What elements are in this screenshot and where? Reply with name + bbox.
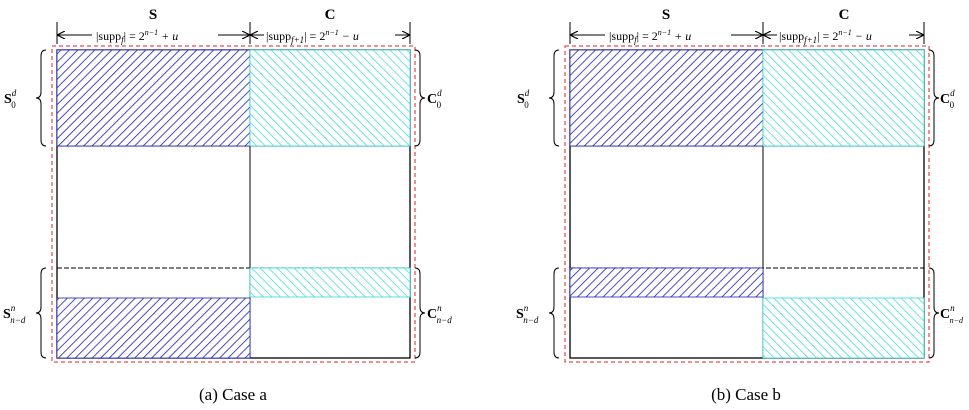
panel-case-b: S C |suppf| = 2n−1 + u |suppf+1| = 2n−1 …	[516, 7, 964, 404]
brace-cnd-b	[928, 267, 940, 359]
outer-dashed-border-a	[51, 45, 416, 363]
brace-cnd-a	[414, 267, 426, 359]
caption-b: (b) Case b	[711, 385, 781, 404]
brace-c0-a	[414, 49, 426, 147]
label-c0d-b: Cd 0	[940, 88, 955, 110]
brace-s0-b	[548, 49, 560, 147]
brace-snd-b	[548, 267, 560, 359]
block-cnd-hatched-b	[762, 297, 925, 359]
label-s0d-b: Sd 0	[517, 88, 530, 110]
block-cnd-hatched-a	[249, 267, 411, 298]
supp-f1-label-a: |suppf+1| = 2n−1 − u	[266, 28, 359, 45]
label-s0d-a: Sd 0	[4, 88, 17, 110]
outer-dashed-border-b	[564, 45, 930, 363]
label-c-a: C	[325, 7, 336, 23]
brace-s0-a	[35, 49, 47, 147]
label-c0d-a: Cd 0	[427, 88, 442, 110]
block-s0-hatched-a	[56, 49, 251, 147]
supp-f-label-b: |suppf| = 2n−1 + u	[609, 28, 691, 45]
block-s0-hatched-b	[569, 49, 764, 147]
block-c0-hatched-a	[249, 49, 411, 147]
label-s-b: S	[662, 7, 670, 23]
supp-f1-label-b: |suppf+1| = 2n−1 − u	[779, 28, 872, 45]
brace-snd-a	[35, 267, 47, 359]
label-snd-b: Sn n−d	[516, 303, 539, 325]
label-cnd-a: Cn n−d	[427, 303, 452, 325]
label-cnd-b: Cn n−d	[940, 303, 964, 325]
label-c-b: C	[839, 7, 850, 23]
supp-f-label-a: |suppf| = 2n−1 + u	[96, 28, 178, 45]
panel-case-a: S C |suppf| = 2n−1 + u |suppf+1| = 2n−1 …	[3, 7, 452, 404]
label-snd-a: Sn n−d	[3, 303, 26, 325]
block-snd-hatched-b	[569, 267, 764, 298]
caption-a: (a) Case a	[199, 385, 267, 404]
brace-c0-b	[928, 49, 940, 147]
label-s-a: S	[149, 7, 157, 23]
block-snd-hatched-a	[56, 297, 251, 359]
block-c0-hatched-b	[762, 49, 925, 147]
